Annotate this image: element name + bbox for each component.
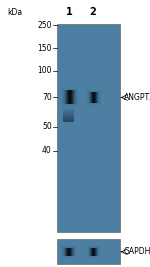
Bar — [63, 109, 74, 110]
Bar — [88, 92, 89, 103]
Bar — [63, 115, 74, 116]
Bar — [63, 113, 74, 114]
Bar — [96, 248, 97, 256]
Bar — [69, 91, 70, 104]
Text: 70: 70 — [42, 93, 52, 102]
Bar — [93, 92, 94, 103]
Bar — [63, 120, 74, 121]
Bar — [90, 248, 91, 256]
Bar — [70, 248, 71, 256]
Bar — [98, 92, 99, 103]
Bar — [61, 91, 62, 104]
Bar — [100, 92, 101, 103]
Text: 250: 250 — [37, 21, 52, 30]
Bar — [61, 248, 62, 256]
Text: GAPDH: GAPDH — [124, 247, 150, 256]
Bar — [63, 112, 74, 113]
Bar — [77, 91, 78, 104]
Bar — [74, 248, 75, 256]
Text: ANGPT2: ANGPT2 — [124, 93, 150, 102]
Bar — [63, 91, 64, 104]
Bar — [68, 91, 69, 104]
Bar — [63, 117, 74, 118]
Text: 50: 50 — [42, 122, 52, 131]
Bar — [72, 91, 73, 104]
Bar — [91, 92, 92, 103]
Bar — [89, 248, 90, 256]
Bar — [63, 118, 74, 119]
Bar — [90, 92, 91, 103]
Bar — [92, 92, 93, 103]
Bar — [74, 91, 75, 104]
Bar — [88, 248, 89, 256]
Bar — [99, 92, 100, 103]
Bar — [63, 248, 64, 256]
Bar — [63, 108, 74, 109]
Text: 100: 100 — [37, 66, 52, 75]
Bar — [64, 248, 65, 256]
Bar — [93, 248, 94, 256]
Bar — [64, 91, 65, 104]
Bar — [75, 91, 76, 104]
Bar — [63, 119, 74, 120]
Bar — [95, 92, 96, 103]
Bar — [63, 110, 74, 111]
Bar — [96, 92, 97, 103]
Bar — [63, 111, 74, 112]
Bar — [66, 248, 67, 256]
Bar — [70, 91, 71, 104]
Bar — [65, 248, 66, 256]
Bar — [94, 92, 95, 103]
Bar — [89, 92, 90, 103]
Text: 2: 2 — [90, 7, 96, 17]
Bar — [67, 248, 68, 256]
Bar — [63, 114, 74, 115]
Bar — [63, 121, 74, 122]
Bar — [67, 91, 68, 104]
Bar — [87, 248, 88, 256]
Bar — [94, 248, 95, 256]
Text: 150: 150 — [37, 44, 52, 53]
Bar — [57, 24, 120, 232]
Bar — [75, 248, 76, 256]
Bar — [62, 91, 63, 104]
Bar — [97, 92, 98, 103]
Bar — [63, 107, 74, 108]
Bar — [95, 248, 96, 256]
Bar — [98, 248, 99, 256]
Bar — [72, 248, 73, 256]
Bar — [71, 248, 72, 256]
Bar — [57, 239, 120, 264]
Bar — [63, 116, 74, 117]
Bar — [71, 91, 72, 104]
Text: kDa: kDa — [8, 7, 22, 17]
Bar — [76, 91, 77, 104]
Bar — [99, 248, 100, 256]
Bar — [65, 91, 66, 104]
Bar — [62, 248, 63, 256]
Bar — [73, 91, 74, 104]
Bar — [87, 92, 88, 103]
Text: 1: 1 — [66, 7, 72, 17]
Bar — [66, 91, 67, 104]
Bar — [92, 248, 93, 256]
Text: 40: 40 — [42, 146, 52, 155]
Bar — [69, 248, 70, 256]
Bar — [73, 248, 74, 256]
Bar — [97, 248, 98, 256]
Bar — [91, 248, 92, 256]
Bar — [68, 248, 69, 256]
